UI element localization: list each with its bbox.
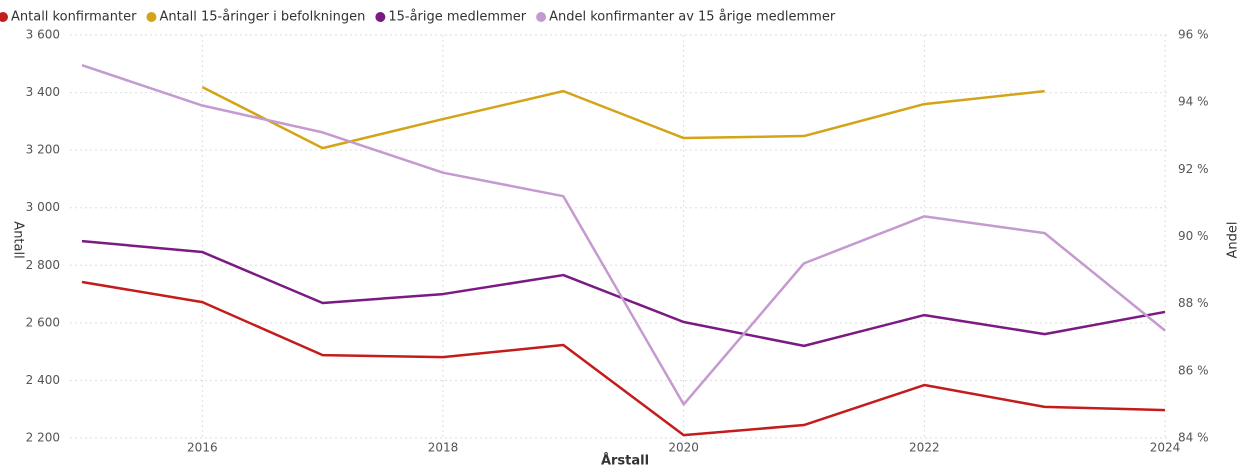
legend-marker: [375, 12, 386, 22]
line-series: [201, 85, 1045, 150]
legend-label: Antall 15-åringer i befolkningen: [159, 10, 365, 25]
y2-tick-label: 90 %: [1178, 229, 1209, 243]
y2-tick-label: 94 %: [1178, 95, 1209, 109]
legend-label: 15-årige medlemmer: [388, 10, 526, 25]
line-series: [81, 280, 1166, 437]
line-series: [81, 239, 1166, 348]
x-tick-label: 2016: [187, 441, 218, 455]
y-tick-label: 2 400: [26, 373, 60, 387]
legend-marker: [536, 12, 547, 22]
y2-tick-label: 92 %: [1178, 162, 1209, 176]
y-tick-label: 2 200: [26, 431, 60, 445]
x-tick-label: 2022: [909, 441, 940, 455]
y-tick-label: 3 000: [26, 200, 60, 214]
legend-marker: [146, 12, 157, 22]
y2-tick-label: 86 %: [1178, 363, 1209, 377]
line-series: [81, 64, 1166, 406]
x-tick-label: 2024: [1150, 441, 1181, 455]
legend-marker: [0, 12, 8, 22]
y-tick-label: 2 600: [26, 315, 60, 329]
legend-label: Andel konfirmanter av 15 årige medlemmer: [549, 10, 836, 25]
x-axis-label: Årstall: [601, 453, 649, 469]
x-tick-label: 2020: [668, 441, 699, 455]
x-tick-label: 2018: [428, 441, 459, 455]
legend-label: Antall konfirmanter: [11, 10, 137, 25]
y2-tick-label: 84 %: [1178, 431, 1209, 445]
y2-axis-label: Andel: [1226, 222, 1241, 259]
y-tick-label: 3 400: [26, 85, 60, 99]
y-tick-label: 3 200: [26, 143, 60, 157]
y2-tick-label: 88 %: [1178, 296, 1209, 310]
y-tick-label: 3 600: [26, 28, 60, 42]
y-axis-label: Antall: [11, 221, 26, 258]
y-tick-label: 2 800: [26, 258, 60, 272]
y2-tick-label: 96 %: [1178, 28, 1209, 42]
